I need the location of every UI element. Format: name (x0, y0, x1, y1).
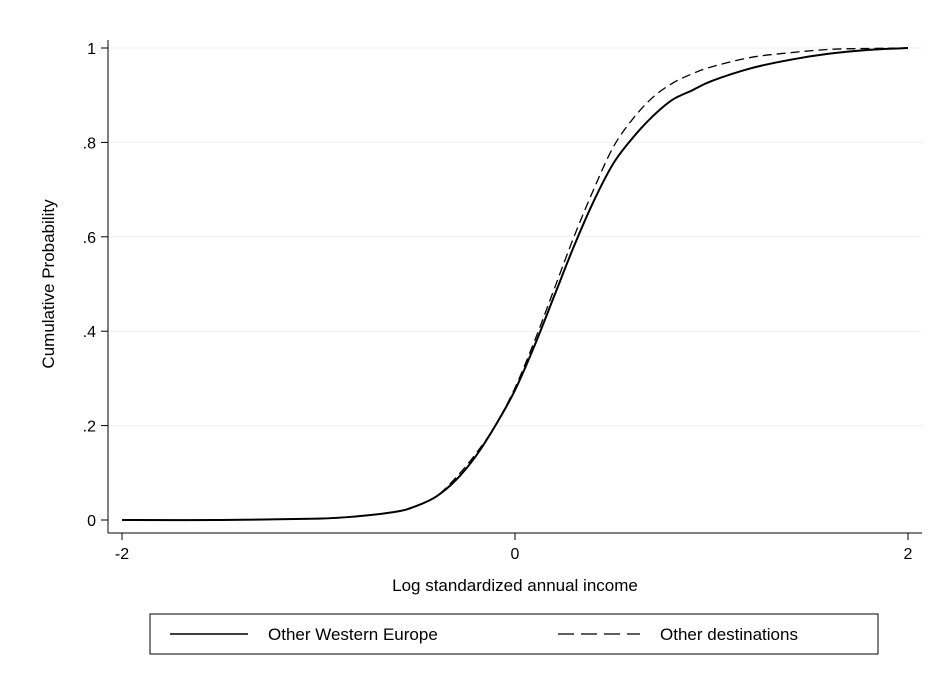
legend-label-other-destinations: Other destinations (660, 625, 798, 644)
y-ticks: 0 .2 .4 .6 .8 1 (83, 41, 108, 530)
x-tick-label-0: 0 (511, 546, 520, 563)
y-tick-label-1: 1 (87, 41, 96, 58)
y-tick-label-4: .4 (83, 324, 96, 341)
y-tick-label-6: .6 (83, 230, 96, 247)
series-line-other-western-europe (121, 47, 909, 522)
x-tick-label-2: -2 (115, 546, 129, 563)
series-line-other-destinations (121, 47, 909, 521)
gridlines (109, 47, 922, 427)
x-tick-label-2: 2 (904, 546, 913, 563)
axes (107, 40, 922, 534)
y-axis-title: Cumulative Probability (39, 199, 58, 369)
legend: Other Western Europe Other destinations (149, 613, 879, 655)
legend-box (149, 613, 879, 655)
y-tick-label-0: 0 (87, 513, 96, 530)
x-ticks: -2 0 2 (115, 533, 913, 563)
x-axis-title: Log standardized annual income (392, 576, 638, 595)
y-tick-label-2: .2 (83, 419, 96, 436)
legend-label-other-western-europe: Other Western Europe (268, 625, 438, 644)
y-tick-label-8: .8 (83, 135, 96, 152)
plot-series (121, 47, 909, 522)
